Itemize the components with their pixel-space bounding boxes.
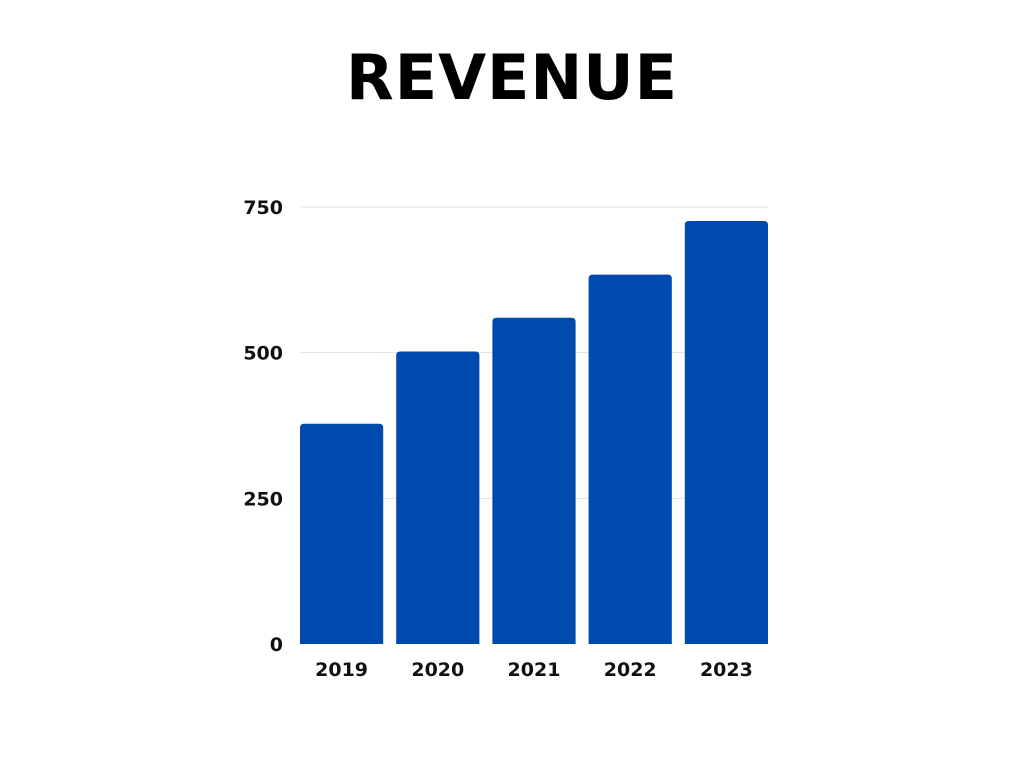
chart-title: REVENUE <box>345 41 678 114</box>
x-tick-label: 2021 <box>508 659 561 681</box>
x-tick-label: 2020 <box>411 659 464 681</box>
x-tick-label: 2023 <box>700 659 753 681</box>
y-axis-ticks: 0 250 500 750 <box>243 197 283 656</box>
y-tick-label: 0 <box>270 634 283 656</box>
y-tick-label: 750 <box>243 197 283 219</box>
x-axis-ticks: 2019 2020 2021 2022 2023 <box>315 659 753 681</box>
bar-2023 <box>684 220 768 644</box>
y-tick-label: 500 <box>243 343 283 365</box>
bar-2020 <box>396 351 480 644</box>
x-tick-label: 2019 <box>315 659 368 681</box>
bar-2022 <box>588 274 672 644</box>
bar-2019 <box>300 423 384 644</box>
y-tick-label: 250 <box>243 488 283 510</box>
bar-2021 <box>492 317 576 644</box>
x-tick-label: 2022 <box>604 659 657 681</box>
bars <box>300 220 768 644</box>
